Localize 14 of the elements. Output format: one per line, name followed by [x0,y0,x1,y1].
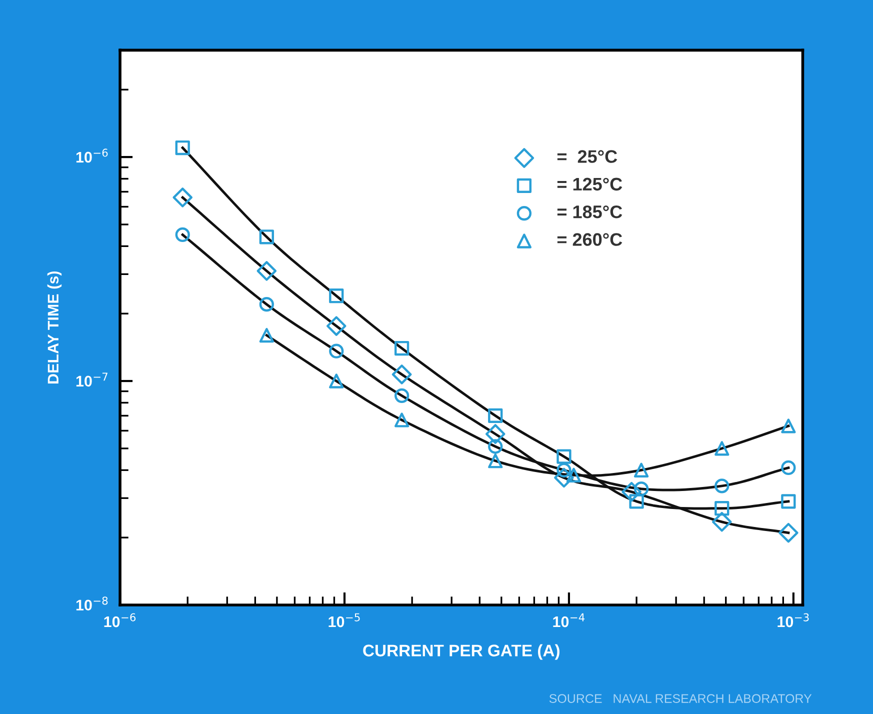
x-tick-label: 10$^{−3}$ [778,613,809,628]
source-note: SOURCE NAVAL RESEARCH LABORATORY [549,694,812,703]
y-axis-title: DELAY TIME (s) [47,271,62,384]
x-axis-title: CURRENT PER GATE (A) [363,644,560,660]
y-tick-label: 10$^{−8}$ [76,596,108,611]
legend-label: = 260°C [557,233,622,246]
x-tick-label: 10$^{−6}$ [104,613,136,628]
legend-label: = 25°C [557,150,618,163]
x-tick-label: 10$^{−5}$ [328,613,360,628]
y-tick-label: 10$^{−6}$ [76,148,108,163]
y-tick-label: 10$^{−7}$ [76,372,108,387]
legend-label: = 125°C [557,178,622,191]
x-tick-label: 10$^{−4}$ [553,613,585,628]
legend-label: = 185°C [557,205,622,218]
